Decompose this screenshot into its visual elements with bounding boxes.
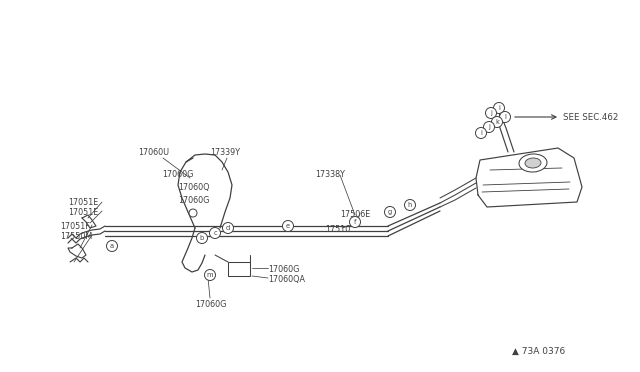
Circle shape	[349, 217, 360, 228]
Circle shape	[223, 222, 234, 234]
Ellipse shape	[519, 154, 547, 172]
Text: k: k	[495, 119, 499, 125]
Circle shape	[209, 228, 221, 238]
Text: 17060Q: 17060Q	[178, 183, 209, 192]
Text: 17339Y: 17339Y	[210, 148, 240, 157]
Text: 17338Y: 17338Y	[315, 170, 345, 179]
Circle shape	[486, 108, 497, 119]
Text: 17506E: 17506E	[340, 210, 371, 219]
Text: 17060U: 17060U	[138, 148, 169, 157]
Circle shape	[189, 209, 197, 217]
Text: i: i	[480, 130, 482, 136]
Text: c: c	[213, 230, 217, 236]
Text: j: j	[490, 110, 492, 116]
Text: 17060G: 17060G	[162, 170, 193, 179]
Ellipse shape	[525, 158, 541, 168]
Circle shape	[499, 112, 511, 122]
Text: a: a	[110, 243, 114, 249]
Circle shape	[493, 103, 504, 113]
Text: 17060G: 17060G	[178, 196, 209, 205]
Text: g: g	[388, 209, 392, 215]
Text: f: f	[354, 219, 356, 225]
Text: b: b	[200, 235, 204, 241]
Circle shape	[106, 241, 118, 251]
Text: j: j	[488, 124, 490, 130]
Circle shape	[282, 221, 294, 231]
Text: h: h	[408, 202, 412, 208]
Circle shape	[476, 128, 486, 138]
Text: ▲ 73A 0376: ▲ 73A 0376	[512, 347, 565, 356]
Text: 17550M: 17550M	[60, 232, 92, 241]
Circle shape	[205, 269, 216, 280]
Text: i: i	[498, 105, 500, 111]
Circle shape	[404, 199, 415, 211]
Text: e: e	[286, 223, 290, 229]
Text: m: m	[207, 272, 213, 278]
Text: l: l	[504, 114, 506, 120]
FancyBboxPatch shape	[228, 262, 250, 276]
Polygon shape	[476, 148, 582, 207]
Text: 17060G: 17060G	[195, 300, 227, 309]
Circle shape	[385, 206, 396, 218]
Text: 17051F: 17051F	[60, 222, 90, 231]
Text: 17051E: 17051E	[68, 198, 99, 207]
Text: 17051E: 17051E	[68, 208, 99, 217]
Text: 17060QA: 17060QA	[268, 275, 305, 284]
Text: SEE SEC.462: SEE SEC.462	[563, 112, 618, 122]
Text: 17060G: 17060G	[268, 265, 300, 274]
Circle shape	[483, 122, 495, 132]
Text: d: d	[226, 225, 230, 231]
Circle shape	[492, 116, 502, 128]
Text: 17510: 17510	[325, 225, 350, 234]
Circle shape	[196, 232, 207, 244]
